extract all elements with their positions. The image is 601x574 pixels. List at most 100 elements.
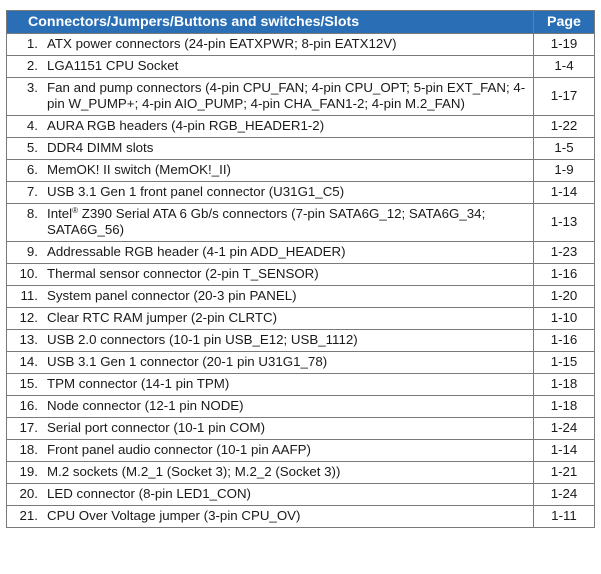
header-description: Connectors/Jumpers/Buttons and switches/… [6,10,534,34]
row-number: 15. [19,376,39,391]
row-number: 16. [19,398,39,413]
row-page: 1-16 [533,329,595,352]
row-description-cell: 7. USB 3.1 Gen 1 front panel connector (U… [6,181,534,204]
row-page: 1-17 [533,77,595,116]
row-text: Node connector (12-1 pin NODE) [47,398,244,413]
table-row: 10. Thermal sensor connector (2-pin T_SEN… [6,263,595,286]
row-page: 1-11 [533,505,595,528]
registered-mark: ® [72,206,79,215]
row-description-cell: 5. DDR4 DIMM slots [6,137,534,160]
row-description-cell: 20. LED connector (8-pin LED1_CON) [6,483,534,506]
table-row: 19. M.2 sockets (M.2_1 (Socket 3); M.2_2 … [6,461,595,484]
row-description-cell: 13. USB 2.0 connectors (10-1 pin USB_E12;… [6,329,534,352]
table-row: 18. Front panel audio connector (10-1 pin… [6,439,595,462]
row-number: 6. [26,162,38,177]
row-page: 1-16 [533,263,595,286]
connectors-table-container: Connectors/Jumpers/Buttons and switches/… [6,10,595,528]
row-number: 11. [20,288,39,303]
row-description-cell: 9. Addressable RGB header (4-1 pin ADD_HE… [6,241,534,264]
row-page: 1-24 [533,483,595,506]
row-description-cell: 3. Fan and pump connectors (4-pin CPU_FAN… [6,77,534,116]
row-page: 1-15 [533,351,595,374]
row-number: 10. [19,266,39,281]
row-text: Clear RTC RAM jumper (2-pin CLRTC) [47,310,278,325]
row-text: AURA RGB headers (4-pin RGB_HEADER1-2) [47,118,325,133]
row-text-suffix: Z390 Serial ATA 6 Gb/s connectors (7-pin… [47,206,486,237]
row-page: 1-20 [533,285,595,308]
table-row: 4. AURA RGB headers (4-pin RGB_HEADER1-2)… [6,115,595,138]
row-description-cell: 15. TPM connector (14-1 pin TPM) [6,373,534,396]
row-text-prefix: Intel [47,206,73,221]
row-text: CPU Over Voltage jumper (3-pin CPU_OV) [47,508,301,523]
row-number: 5. [26,140,38,155]
row-text: LED connector (8-pin LED1_CON) [47,486,251,501]
table-row: 8. Intel® Z390 Serial ATA 6 Gb/s connecto… [6,203,595,242]
row-text: USB 3.1 Gen 1 connector (20-1 pin U31G1_… [47,354,328,369]
row-description-cell: 18. Front panel audio connector (10-1 pin… [6,439,534,462]
row-description-cell: 16. Node connector (12-1 pin NODE) [6,395,534,418]
table-row: 17. Serial port connector (10-1 pin COM) … [6,417,595,440]
row-text: Fan and pump connectors (4-pin CPU_FAN; … [47,80,526,111]
row-text: Front panel audio connector (10-1 pin AA… [47,442,311,457]
table-row: 9. Addressable RGB header (4-1 pin ADD_HE… [6,241,595,264]
row-number: 17. [19,420,39,435]
row-page: 1-9 [533,159,595,182]
table-row: 7. USB 3.1 Gen 1 front panel connector (U… [6,181,595,204]
row-text: ATX power connectors (24-pin EATXPWR; 8-… [47,36,397,51]
row-text: USB 3.1 Gen 1 front panel connector (U31… [47,184,345,199]
row-text: M.2 sockets (M.2_1 (Socket 3); M.2_2 (So… [47,464,341,479]
row-text: TPM connector (14-1 pin TPM) [47,376,230,391]
row-description-cell: 2. LGA1151 CPU Socket [6,55,534,78]
row-text: Thermal sensor connector (2-pin T_SENSOR… [47,266,319,281]
row-page: 1-23 [533,241,595,264]
row-description-cell: 14. USB 3.1 Gen 1 connector (20-1 pin U31… [6,351,534,374]
row-number: 8. [26,206,38,221]
row-page: 1-14 [533,439,595,462]
table-row: 14. USB 3.1 Gen 1 connector (20-1 pin U31… [6,351,595,374]
header-page: Page [533,10,595,34]
row-number: 7. [26,184,38,199]
row-text: System panel connector (20-3 pin PANEL) [47,288,297,303]
row-text: MemOK! II switch (MemOK!_II) [47,162,231,177]
table-row: 20. LED connector (8-pin LED1_CON) 1-24 [6,483,595,506]
row-number: 20. [19,486,39,501]
table-row: 16. Node connector (12-1 pin NODE) 1-18 [6,395,595,418]
row-page: 1-21 [533,461,595,484]
row-text: DDR4 DIMM slots [47,140,154,155]
row-number: 9. [26,244,38,259]
row-page: 1-22 [533,115,595,138]
row-number: 18. [19,442,39,457]
row-page: 1-5 [533,137,595,160]
table-row: 11. System panel connector (20-3 pin PANE… [6,285,595,308]
row-page: 1-4 [533,55,595,78]
row-description-cell: 19. M.2 sockets (M.2_1 (Socket 3); M.2_2 … [6,461,534,484]
table-row: 1. ATX power connectors (24-pin EATXPWR; … [6,33,595,56]
row-page: 1-10 [533,307,595,330]
table-row: 15. TPM connector (14-1 pin TPM) 1-18 [6,373,595,396]
row-page: 1-18 [533,373,595,396]
row-description-cell: 4. AURA RGB headers (4-pin RGB_HEADER1-2) [6,115,534,138]
row-number: 4. [26,118,38,133]
row-page: 1-13 [533,203,595,242]
row-page: 1-18 [533,395,595,418]
row-text: Serial port connector (10-1 pin COM) [47,420,266,435]
row-text: USB 2.0 connectors (10-1 pin USB_E12; US… [47,332,358,347]
table-row: 5. DDR4 DIMM slots 1-5 [6,137,595,160]
row-text: Intel® Z390 Serial ATA 6 Gb/s connectors… [47,206,527,238]
row-description-cell: 6. MemOK! II switch (MemOK!_II) [6,159,534,182]
row-number: 21. [19,508,39,523]
row-page: 1-24 [533,417,595,440]
table-row: 3. Fan and pump connectors (4-pin CPU_FAN… [6,77,595,116]
row-number: 14. [19,354,39,369]
row-number: 19. [19,464,39,479]
row-text: LGA1151 CPU Socket [47,58,179,73]
row-description-cell: 10. Thermal sensor connector (2-pin T_SEN… [6,263,534,286]
row-description-cell: 8. Intel® Z390 Serial ATA 6 Gb/s connecto… [6,203,534,242]
table-row: 2. LGA1151 CPU Socket 1-4 [6,55,595,78]
connectors-table: Connectors/Jumpers/Buttons and switches/… [6,10,595,528]
row-number: 2. [26,58,38,73]
row-description-cell: 21. CPU Over Voltage jumper (3-pin CPU_OV… [6,505,534,528]
row-description-cell: 17. Serial port connector (10-1 pin COM) [6,417,534,440]
table-header-row: Connectors/Jumpers/Buttons and switches/… [6,10,595,34]
row-description-cell: 11. System panel connector (20-3 pin PANE… [6,285,534,308]
